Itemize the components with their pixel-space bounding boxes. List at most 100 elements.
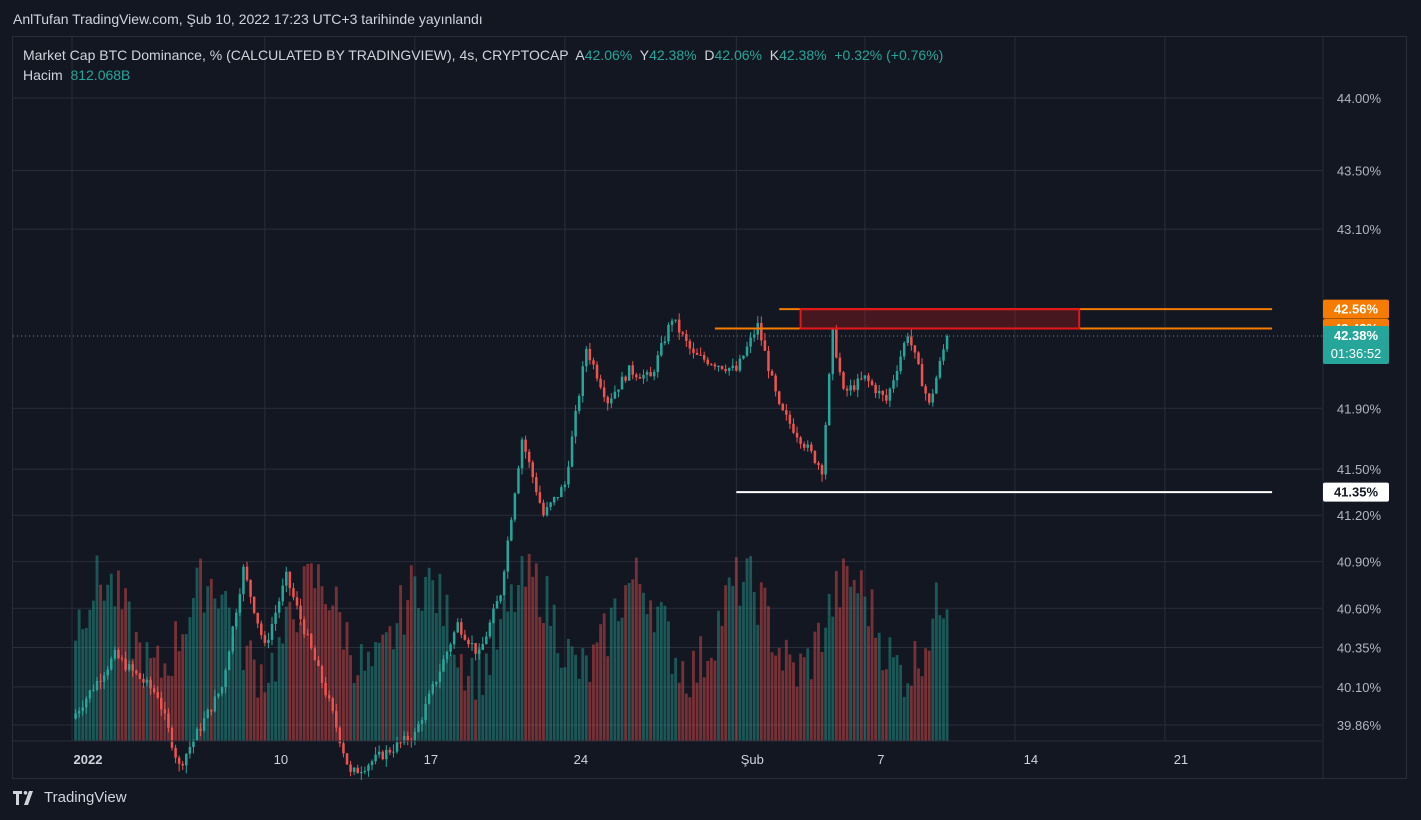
- candle-body: [467, 639, 470, 645]
- volume-bar: [677, 682, 681, 741]
- volume-bar: [688, 697, 692, 741]
- candle-body: [152, 688, 156, 693]
- volume-bar: [220, 594, 224, 741]
- volume-bar: [624, 585, 628, 741]
- candle-body: [760, 322, 763, 341]
- volume-bar: [892, 657, 895, 741]
- candle-body: [870, 381, 874, 385]
- volume-bar: [152, 657, 156, 741]
- candle-body: [667, 324, 670, 342]
- volume-bar: [749, 556, 753, 741]
- candle-body: [845, 388, 849, 391]
- volume-bar: [934, 582, 938, 741]
- candle-body: [220, 687, 224, 694]
- volume-bar: [859, 570, 863, 741]
- volume-bar: [277, 637, 281, 741]
- volume-bar: [727, 577, 731, 741]
- candle-body: [356, 767, 359, 774]
- volume-bar: [499, 619, 503, 741]
- volume-bar: [631, 579, 635, 741]
- candle-body: [345, 753, 349, 765]
- candle-body: [795, 432, 799, 438]
- candle-body: [320, 666, 324, 683]
- candle-body: [306, 634, 309, 636]
- volume-bar: [531, 576, 535, 741]
- candle-body: [738, 358, 742, 371]
- candle-body: [924, 386, 927, 394]
- candle-body: [610, 398, 613, 404]
- candle-body: [802, 443, 806, 448]
- volume-bar: [467, 675, 470, 741]
- volume-bar: [517, 584, 520, 741]
- volume-bar: [242, 670, 245, 741]
- volume-bar: [256, 697, 260, 741]
- candle-body: [510, 519, 513, 541]
- volume-bar: [431, 580, 435, 741]
- legend-open-value: 42.06%: [584, 47, 633, 63]
- candle-body: [574, 410, 577, 437]
- candle-body: [210, 709, 213, 712]
- candle-body: [592, 360, 595, 365]
- y-tick-label: 39.86%: [1337, 718, 1382, 733]
- y-tick-label: 40.10%: [1337, 680, 1382, 695]
- candle-body: [99, 680, 102, 682]
- volume-bar: [570, 646, 574, 741]
- candle-body: [938, 360, 942, 378]
- candle-body: [217, 693, 220, 697]
- volume-bar: [699, 636, 703, 741]
- candle-body: [849, 385, 852, 391]
- volume-bar: [231, 636, 235, 741]
- candle-body: [495, 601, 499, 609]
- volume-bar: [645, 614, 649, 741]
- price-axis: 44.00% 43.50% 43.10% 41.90% 41.50% 41.20% 40.9…: [1322, 37, 1382, 779]
- volume-bar: [806, 648, 810, 741]
- candle-body: [677, 319, 681, 333]
- volume-bar: [149, 658, 153, 741]
- volume-bar: [567, 638, 570, 741]
- candle-body: [520, 439, 524, 469]
- candle-body: [474, 642, 477, 654]
- volume-bar: [438, 573, 442, 741]
- volume-bar: [295, 632, 299, 741]
- volume-bar: [270, 652, 274, 741]
- candle-body: [699, 354, 702, 356]
- candle-body: [267, 639, 270, 644]
- volume-bar: [81, 629, 85, 741]
- volume-bar: [327, 610, 331, 741]
- candle-body: [377, 751, 381, 755]
- volume-bar: [324, 604, 328, 741]
- volume-bar: [620, 617, 624, 741]
- x-tick-label: 2022: [74, 752, 103, 767]
- volume-bar: [417, 608, 420, 741]
- candle-body: [110, 658, 113, 670]
- volume-bar: [102, 600, 106, 741]
- candle-body: [92, 689, 95, 691]
- volume-bar: [206, 586, 210, 741]
- candle-body: [899, 356, 902, 372]
- tradingview-logo[interactable]: TradingView: [13, 789, 127, 806]
- volume-bar: [427, 567, 431, 741]
- candle-body: [381, 751, 384, 760]
- legend-volume-value: 812.068B: [70, 67, 131, 83]
- volume-bar: [381, 634, 385, 741]
- price-badge-label: 42.56%: [1334, 302, 1379, 317]
- volume-bar: [681, 661, 685, 741]
- candle-body: [885, 394, 888, 401]
- candle-body: [706, 359, 710, 365]
- volume-bar: [652, 632, 656, 741]
- candle-body: [663, 341, 667, 344]
- volume-bar: [927, 650, 931, 741]
- volume-bar: [345, 622, 349, 741]
- volume-bar: [445, 594, 449, 741]
- y-tick-label: 43.50%: [1337, 164, 1382, 179]
- candle-body: [717, 365, 720, 367]
- candle-body: [685, 334, 688, 341]
- volume-bar: [827, 593, 831, 741]
- volume-bar: [888, 637, 892, 741]
- candle-body: [402, 736, 406, 743]
- candle-body: [542, 502, 545, 516]
- candle-body: [724, 368, 727, 372]
- candle-body: [342, 743, 345, 754]
- volume-bar: [267, 682, 270, 741]
